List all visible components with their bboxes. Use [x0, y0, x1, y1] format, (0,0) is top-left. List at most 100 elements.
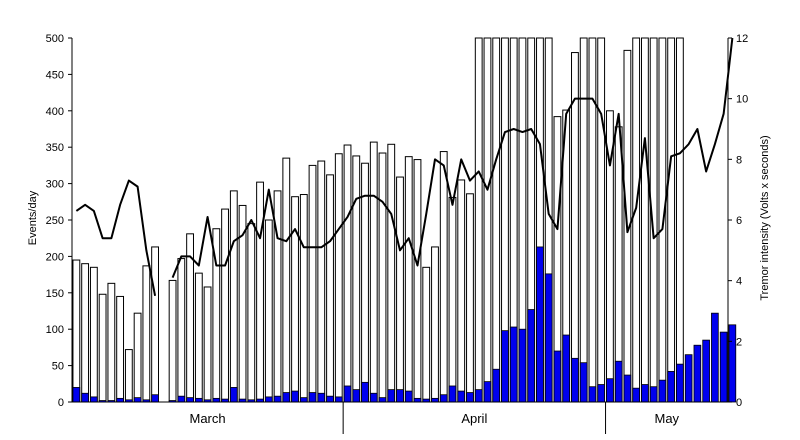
total-bar: [474, 37, 483, 403]
left-tick-label: 400: [46, 106, 64, 118]
subset-bar: [404, 390, 413, 403]
subset-bar: [702, 339, 710, 403]
subset-bar: [544, 273, 553, 403]
subset-bar: [264, 396, 273, 403]
tremor-line-group: [75, 37, 734, 297]
left-tick-label: 100: [46, 324, 64, 336]
total-bar: [658, 37, 667, 403]
left-tick-label: 150: [46, 288, 64, 300]
subset-bar: [597, 384, 605, 403]
subset-bar: [728, 324, 737, 403]
month-label: May: [654, 411, 679, 426]
subset-bar: [536, 246, 544, 403]
subset-bar: [133, 397, 142, 403]
subset-bar: [492, 368, 501, 403]
tremor-line: [75, 179, 157, 297]
month-label: April: [461, 411, 487, 426]
right-tick-label: 2: [736, 336, 742, 348]
subset-bar: [579, 362, 588, 403]
total-bar: [221, 208, 229, 403]
total-bar: [89, 266, 98, 403]
total-bar: [194, 272, 203, 403]
total-bar: [667, 37, 676, 403]
subset-bar: [317, 392, 326, 403]
total-bar: [387, 143, 396, 403]
y2-axis-title: Tremor intensity (Volts x seconds): [759, 135, 771, 300]
subset-bar: [308, 392, 317, 403]
month-label: March: [190, 411, 226, 426]
total-bar: [334, 153, 343, 403]
right-tick-label: 4: [736, 276, 742, 288]
total-bar: [107, 282, 116, 403]
left-axis-ticks: 0 50 100 150 200 250 300 350 400 450 500: [46, 33, 72, 409]
total-bar: [483, 37, 492, 403]
total-bar: [361, 162, 369, 403]
total-bar: [168, 279, 177, 403]
subset-bar: [369, 392, 378, 403]
total-bar: [308, 164, 317, 403]
total-bar: [177, 258, 186, 403]
subset-bar: [658, 379, 667, 403]
total-bar: [466, 193, 474, 403]
subset-bar: [186, 397, 194, 403]
total-bar: [614, 126, 623, 403]
total-bar: [404, 156, 413, 403]
subset-bar: [448, 385, 457, 403]
subset-bar: [151, 394, 159, 403]
total-bar: [343, 144, 352, 403]
subset-bar: [509, 326, 518, 403]
subset-bar: [195, 397, 203, 403]
total-bar: [352, 155, 361, 403]
total-bar: [317, 160, 326, 403]
total-bar: [264, 219, 273, 403]
tremor-line: [171, 37, 734, 279]
subset-bar: [352, 389, 361, 403]
subset-bar: [282, 392, 291, 403]
total-bar: [675, 37, 684, 403]
left-tick-label: 0: [58, 397, 64, 409]
total-bar: [579, 37, 588, 403]
subset-bar: [431, 397, 439, 403]
subset-bar: [81, 392, 89, 403]
subset-bar: [299, 397, 308, 403]
subset-bar: [518, 328, 527, 403]
subset-bar: [361, 381, 369, 403]
total-bar: [597, 37, 606, 403]
subset-bar: [711, 312, 719, 403]
right-tick-label: 0: [736, 397, 742, 409]
subset-bar: [466, 392, 474, 403]
total-bar: [72, 259, 81, 403]
subset-bar: [614, 360, 623, 403]
right-tick-label: 12: [736, 33, 748, 45]
total-bar: [439, 151, 448, 403]
left-tick-label: 200: [46, 251, 64, 263]
subset-bar: [632, 387, 640, 403]
subset-bar: [90, 396, 98, 403]
total-bar: [326, 174, 334, 403]
subset-bars: [72, 246, 737, 403]
right-tick-label: 10: [736, 94, 748, 106]
subset-bar: [396, 389, 404, 403]
right-tick-label: 8: [736, 154, 742, 166]
y-axis-title: Events/day: [27, 190, 39, 245]
left-tick-label: 450: [46, 69, 64, 81]
total-bar: [247, 223, 256, 403]
left-tick-label: 50: [52, 361, 64, 373]
subset-bar: [676, 363, 684, 403]
subset-bar: [177, 395, 186, 403]
total-bar: [299, 194, 308, 403]
subset-bar: [229, 387, 238, 403]
left-tick-label: 300: [46, 179, 64, 191]
total-bar: [457, 179, 466, 403]
subset-bar: [501, 330, 509, 403]
subset-bar: [334, 396, 343, 403]
subset-bar: [562, 334, 571, 403]
subset-bar: [527, 309, 536, 403]
subset-bar: [571, 357, 579, 403]
total-bar: [133, 312, 142, 403]
total-bar: [448, 196, 457, 403]
right-tick-label: 6: [736, 215, 742, 227]
total-bar: [641, 37, 649, 403]
subset-bar: [649, 386, 658, 403]
